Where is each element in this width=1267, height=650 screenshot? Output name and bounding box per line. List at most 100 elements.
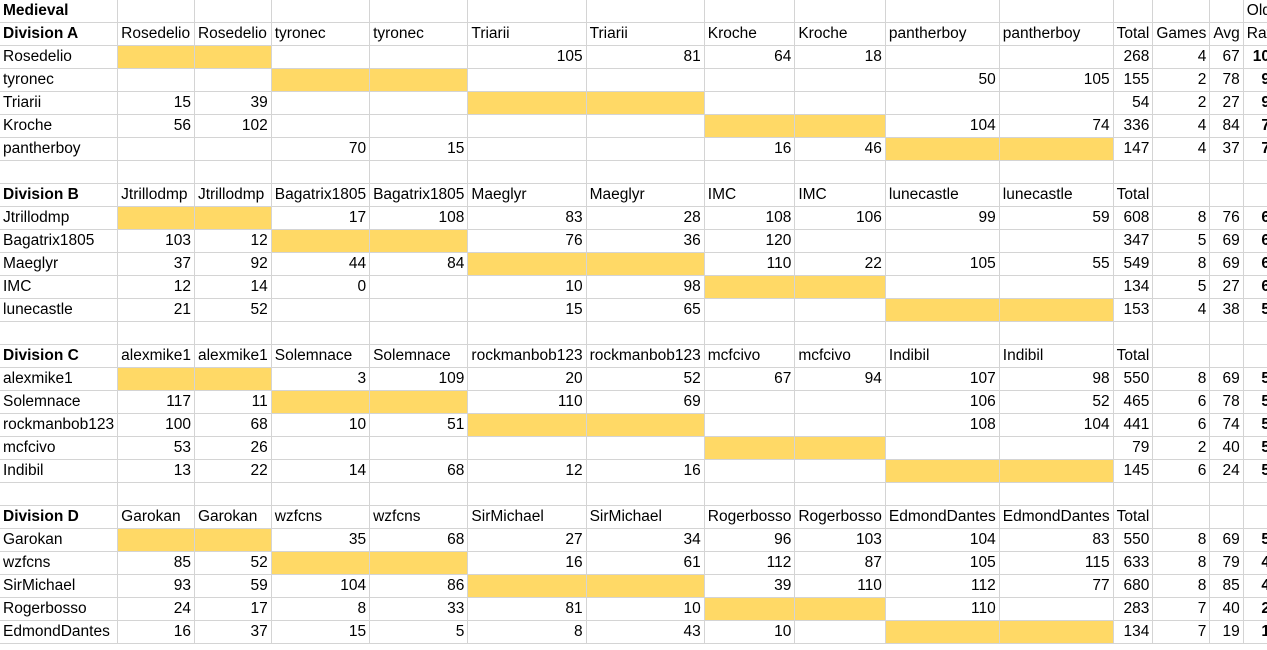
score-cell[interactable]: 68 [369, 459, 469, 483]
empty-cell[interactable] [194, 321, 272, 345]
total-cell[interactable]: 441 [1113, 413, 1154, 437]
score-cell[interactable]: 115 [999, 551, 1114, 575]
empty-cell[interactable] [1209, 160, 1244, 184]
score-cell[interactable]: 81 [586, 45, 705, 69]
score-cell[interactable]: 112 [885, 574, 1000, 598]
empty-cell[interactable] [885, 160, 1000, 184]
empty-cell[interactable] [117, 0, 195, 23]
score-cell[interactable]: 108 [885, 413, 1000, 437]
avg-header-cell[interactable]: Avg [1209, 22, 1244, 46]
score-cell[interactable]: 10 [271, 413, 371, 437]
score-cell[interactable]: 103 [117, 229, 195, 253]
empty-cell[interactable] [704, 160, 796, 184]
score-cell[interactable] [794, 459, 886, 483]
self-match-cell[interactable] [999, 459, 1114, 483]
total-cell[interactable]: 268 [1113, 45, 1154, 69]
opponent-header-cell[interactable]: IMC [794, 183, 886, 207]
self-match-cell[interactable] [467, 413, 587, 437]
score-cell[interactable]: 105 [885, 551, 1000, 575]
empty-cell[interactable] [194, 482, 272, 506]
score-cell[interactable]: 98 [586, 275, 705, 299]
self-match-cell[interactable] [999, 137, 1114, 161]
score-cell[interactable]: 28 [586, 206, 705, 230]
total-cell[interactable]: 549 [1113, 252, 1154, 276]
score-cell[interactable]: 83 [999, 528, 1114, 552]
games-cell[interactable]: 5 [1152, 275, 1211, 299]
avg-header-cell[interactable] [1209, 344, 1244, 368]
empty-cell[interactable] [271, 0, 371, 23]
empty-cell[interactable] [999, 0, 1114, 23]
empty-cell[interactable] [369, 160, 469, 184]
player-name-cell[interactable]: Rosedelio [0, 45, 119, 69]
opponent-header-cell[interactable]: rockmanbob123 [467, 344, 587, 368]
self-match-cell[interactable] [704, 275, 796, 299]
self-match-cell[interactable] [117, 45, 195, 69]
score-cell[interactable]: 104 [885, 114, 1000, 138]
empty-cell[interactable] [1243, 160, 1267, 184]
score-cell[interactable] [885, 45, 1000, 69]
score-cell[interactable]: 105 [999, 68, 1114, 92]
self-match-cell[interactable] [794, 275, 886, 299]
score-cell[interactable]: 14 [194, 275, 272, 299]
score-cell[interactable] [794, 229, 886, 253]
empty-cell[interactable] [704, 482, 796, 506]
self-match-cell[interactable] [369, 551, 469, 575]
opponent-header-cell[interactable]: IMC [704, 183, 796, 207]
opponent-header-cell[interactable]: Solemnace [369, 344, 469, 368]
self-match-cell[interactable] [704, 597, 796, 621]
score-cell[interactable]: 52 [194, 298, 272, 322]
score-cell[interactable]: 46 [794, 137, 886, 161]
self-match-cell[interactable] [194, 206, 272, 230]
total-cell[interactable]: 145 [1113, 459, 1154, 483]
score-cell[interactable] [586, 114, 705, 138]
score-cell[interactable]: 10 [704, 620, 796, 644]
empty-cell[interactable] [1209, 482, 1244, 506]
self-match-cell[interactable] [271, 68, 371, 92]
score-cell[interactable]: 106 [885, 390, 1000, 414]
score-cell[interactable]: 68 [369, 528, 469, 552]
score-cell[interactable] [885, 229, 1000, 253]
score-cell[interactable]: 70 [271, 137, 371, 161]
score-cell[interactable]: 56 [117, 114, 195, 138]
total-cell[interactable]: 134 [1113, 620, 1154, 644]
opponent-header-cell[interactable]: tyronec [369, 22, 469, 46]
empty-cell[interactable] [369, 321, 469, 345]
total-cell[interactable]: 79 [1113, 436, 1154, 460]
score-cell[interactable] [999, 436, 1114, 460]
empty-cell[interactable] [467, 0, 587, 23]
self-match-cell[interactable] [271, 229, 371, 253]
score-cell[interactable]: 105 [885, 252, 1000, 276]
rating-cell[interactable]: 4.42 [1243, 574, 1267, 598]
rating-cell[interactable]: 6.23 [1243, 252, 1267, 276]
self-match-cell[interactable] [586, 252, 705, 276]
score-cell[interactable]: 36 [586, 229, 705, 253]
empty-cell[interactable] [794, 160, 886, 184]
empty-cell[interactable] [999, 321, 1114, 345]
score-cell[interactable]: 17 [271, 206, 371, 230]
games-cell[interactable]: 6 [1152, 413, 1211, 437]
player-name-cell[interactable]: Indibil [0, 459, 119, 483]
avg-cell[interactable]: 38 [1209, 298, 1244, 322]
player-name-cell[interactable]: mcfcivo [0, 436, 119, 460]
total-header-cell[interactable]: Total [1113, 505, 1154, 529]
games-cell[interactable]: 8 [1152, 252, 1211, 276]
score-cell[interactable]: 86 [369, 574, 469, 598]
games-cell[interactable]: 2 [1152, 91, 1211, 115]
division-label-cell[interactable]: Division A [0, 22, 119, 46]
score-cell[interactable] [586, 137, 705, 161]
self-match-cell[interactable] [885, 137, 1000, 161]
empty-cell[interactable] [0, 482, 119, 506]
player-name-cell[interactable]: IMC [0, 275, 119, 299]
score-cell[interactable]: 16 [467, 551, 587, 575]
empty-cell[interactable] [271, 482, 371, 506]
score-cell[interactable]: 15 [369, 137, 469, 161]
total-cell[interactable]: 550 [1113, 528, 1154, 552]
avg-header-cell[interactable] [1209, 505, 1244, 529]
score-cell[interactable]: 12 [467, 459, 587, 483]
rating-cell[interactable]: 5.88 [1243, 298, 1267, 322]
player-name-cell[interactable]: tyronec [0, 68, 119, 92]
score-cell[interactable]: 107 [885, 367, 1000, 391]
score-cell[interactable]: 8 [467, 620, 587, 644]
opponent-header-cell[interactable]: Kroche [704, 22, 796, 46]
score-cell[interactable]: 3 [271, 367, 371, 391]
